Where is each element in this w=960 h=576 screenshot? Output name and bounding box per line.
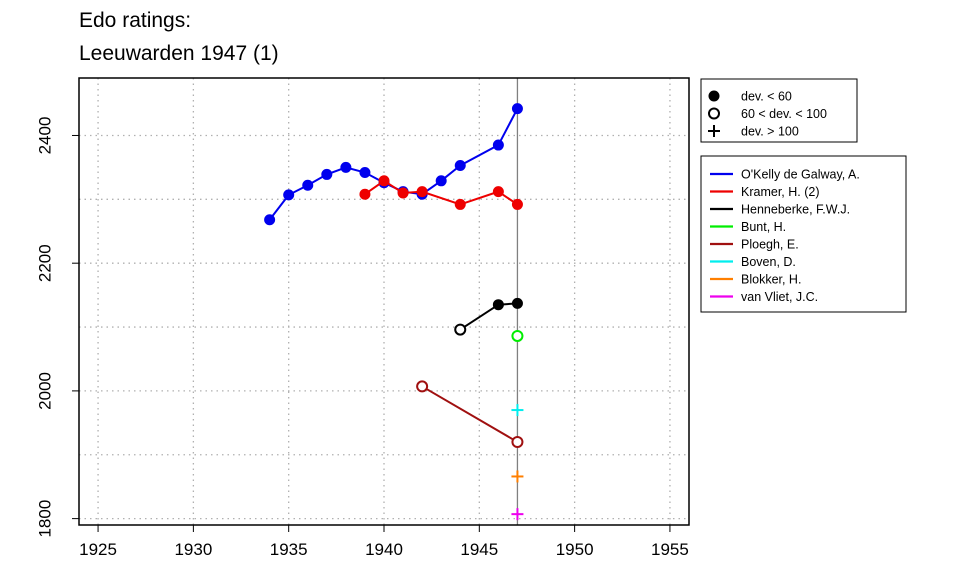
data-point	[511, 297, 523, 309]
y-tick-label: 2000	[35, 372, 54, 410]
symbol-legend-label: 60 < dev. < 100	[741, 107, 827, 121]
series-legend-box	[700, 155, 907, 313]
symbol-legend-marker	[708, 107, 720, 120]
y-tick-label: 1800	[35, 500, 54, 538]
data-point	[492, 186, 504, 198]
y-tick-label: 2400	[35, 117, 54, 155]
data-point	[454, 159, 466, 171]
data-point	[492, 299, 504, 311]
series-group	[511, 329, 524, 342]
series-group	[359, 175, 523, 210]
axes-layer: 1925 1930 1935 1940 1945 1950 1955 1800 2000 2200…	[35, 77, 690, 559]
data-point	[416, 186, 428, 198]
data-point	[511, 198, 523, 210]
series-legend-label: O'Kelly de Galway, A.	[741, 168, 860, 182]
series-legend-label: Blokker, H.	[741, 273, 801, 287]
symbol-legend-label: dev. > 100	[741, 125, 799, 139]
data-point	[321, 168, 333, 180]
data-point	[492, 139, 504, 151]
x-tick-label: 1935	[270, 540, 308, 559]
data-point	[359, 188, 371, 200]
series-line	[459, 302, 518, 331]
data-point	[511, 470, 524, 483]
chart-title-line-1: Edo ratings:	[79, 9, 192, 32]
symbol-legend-label: dev. < 60	[741, 90, 792, 104]
data-point	[511, 508, 524, 521]
data-point	[302, 179, 314, 191]
symbol-legend-box	[700, 78, 858, 143]
series-legend-label: Boven, D.	[741, 255, 796, 269]
series-group	[416, 380, 524, 448]
data-point	[511, 329, 524, 342]
series-group	[511, 404, 524, 417]
series-group	[511, 508, 524, 521]
data-point	[340, 161, 352, 173]
series-layer	[264, 103, 524, 521]
x-tick-label: 1925	[79, 540, 117, 559]
legend-layer: dev. < 60 60 < dev. < 100 dev. > 100 O'Kell…	[700, 78, 907, 313]
data-point	[511, 404, 524, 417]
series-legend-label: Henneberke, F.W.J.	[741, 203, 850, 217]
series-group	[511, 470, 524, 483]
x-tick-label: 1945	[460, 540, 498, 559]
symbol-legend-marker	[708, 90, 720, 102]
x-tick-label: 1950	[556, 540, 594, 559]
x-tick-label: 1930	[174, 540, 212, 559]
data-point	[378, 175, 390, 187]
series-legend-label: van Vliet, J.C.	[741, 290, 818, 304]
series-legend-label: Bunt, H.	[741, 220, 786, 234]
data-point	[435, 175, 447, 187]
series-group	[454, 297, 523, 336]
data-point	[454, 198, 466, 210]
grid-layer	[79, 78, 689, 525]
data-point	[283, 189, 295, 201]
x-tick-label: 1940	[365, 540, 403, 559]
x-tick-label: 1955	[651, 540, 689, 559]
chart-title-line-2: Leeuwarden 1947 (1)	[79, 42, 279, 65]
data-point	[511, 103, 523, 115]
data-point	[511, 435, 524, 448]
series-group	[264, 103, 523, 226]
data-point	[454, 323, 467, 336]
y-tick-label: 2200	[35, 244, 54, 282]
data-point	[416, 380, 429, 393]
series-legend-label: Kramer, H. (2)	[741, 185, 820, 199]
data-point	[359, 167, 371, 179]
series-line	[268, 108, 519, 221]
series-line	[421, 385, 518, 443]
symbol-legend-marker	[708, 125, 720, 137]
data-point	[397, 187, 409, 199]
data-point	[264, 214, 276, 226]
series-legend-label: Ploegh, E.	[741, 238, 799, 252]
